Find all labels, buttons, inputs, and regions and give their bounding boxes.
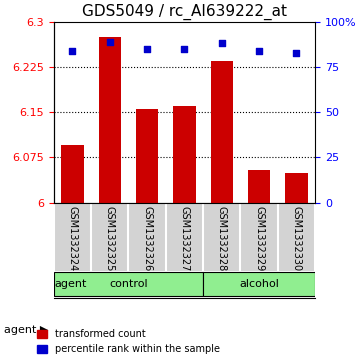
Point <box>107 39 112 45</box>
Text: GSM1332327: GSM1332327 <box>179 206 189 272</box>
Text: GSM1332324: GSM1332324 <box>67 206 77 271</box>
Bar <box>248 170 270 203</box>
Text: GSM1332328: GSM1332328 <box>217 206 227 271</box>
Bar <box>285 172 308 203</box>
Text: alcohol: alcohol <box>239 279 279 289</box>
Text: GSM1332325: GSM1332325 <box>105 206 115 272</box>
Point <box>219 41 224 46</box>
Text: GSM1332326: GSM1332326 <box>142 206 152 271</box>
Point <box>182 46 187 52</box>
Text: agent ▶: agent ▶ <box>4 325 48 335</box>
Text: GSM1332330: GSM1332330 <box>291 206 301 271</box>
Bar <box>173 106 195 203</box>
Title: GDS5049 / rc_AI639222_at: GDS5049 / rc_AI639222_at <box>82 4 287 20</box>
FancyBboxPatch shape <box>54 272 203 296</box>
Point <box>144 46 150 52</box>
Bar <box>61 146 83 203</box>
Text: agent: agent <box>54 279 87 289</box>
Point <box>256 48 262 54</box>
Text: control: control <box>109 279 148 289</box>
Bar <box>98 37 121 203</box>
Point <box>294 50 299 56</box>
Bar <box>136 109 158 203</box>
Text: GSM1332329: GSM1332329 <box>254 206 264 271</box>
FancyBboxPatch shape <box>203 272 315 296</box>
Bar <box>211 61 233 203</box>
Legend: transformed count, percentile rank within the sample: transformed count, percentile rank withi… <box>34 326 224 358</box>
Point <box>69 48 75 54</box>
